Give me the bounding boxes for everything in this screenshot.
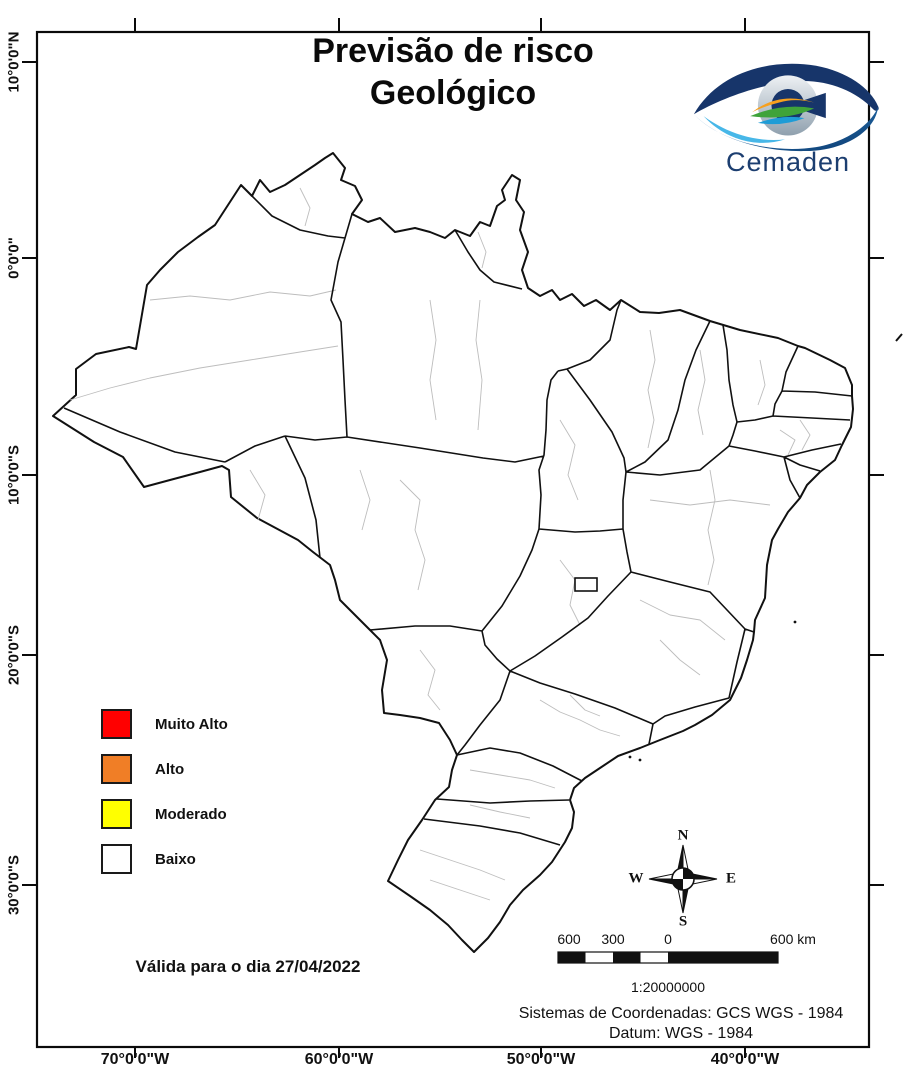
datum-note: Datum: WGS - 1984 [608,1025,754,1042]
legend-label-alto: Alto [155,761,185,778]
coordinate-system-note: Sistemas de Coordenadas: GCS WGS - 1984 [518,1005,844,1022]
state-borders [63,195,853,846]
legend-swatch-muito-alto [101,709,132,739]
legend-label-muito-alto: Muito Alto [155,716,228,733]
scale-label-600-left: 600 [557,931,581,947]
compass-east-label: E [725,870,737,887]
legend-label-moderado: Moderado [155,806,227,823]
legend-swatch-moderado [101,799,132,829]
municipal-borders [69,187,811,901]
map-title-line2: Geológico [369,74,537,112]
lon-label-40w: 40°0'0"W [710,1051,780,1068]
cemaden-logo-icon [693,63,879,152]
lat-label-30s: 30°0'0"S [5,854,23,916]
lat-label-10s: 10°0'0"S [5,444,23,506]
scale-bar [557,951,779,964]
validity-date: Válida para o dia 27/04/2022 [135,957,361,976]
compass-south-label: S [678,913,688,930]
map-frame [35,30,871,1049]
scale-label-600-km: 600 km [770,931,816,947]
legend-swatch-baixo [101,844,132,874]
map-title-line1: Previsão de risco [312,32,594,70]
legend-swatch-alto [101,754,132,784]
compass-rose-icon [648,844,718,914]
map-title: Previsão de risco Geológico [312,30,594,114]
scale-label-300: 300 [601,931,625,947]
cemaden-wordmark: Cemaden [725,147,851,177]
lon-label-60w: 60°0'0"W [304,1051,374,1068]
compass-north-label: N [677,827,689,844]
offshore-mark [895,333,903,342]
distrito-federal-outline [574,577,598,592]
lon-label-70w: 70°0'0"W [100,1051,170,1068]
scale-label-0: 0 [664,931,672,947]
lat-label-0: 0°0'0" [5,237,23,279]
compass-west-label: W [628,870,644,887]
graticule-ticks [22,18,884,1058]
legend-label-baixo: Baixo [155,851,196,868]
scale-ratio: 1:20000000 [631,979,705,995]
brazil-outline [52,152,854,953]
island-dots [628,620,797,762]
lat-label-20s: 20°0'0"S [5,624,23,686]
lon-label-50w: 50°0'0"W [506,1051,576,1068]
lat-label-10n: 10°0'0"N [5,31,23,93]
